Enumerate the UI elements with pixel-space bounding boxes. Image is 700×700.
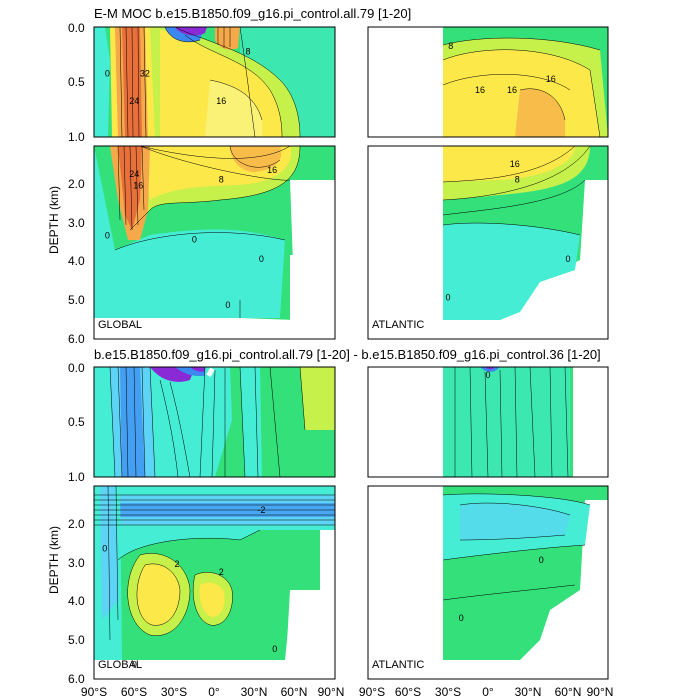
contour-label: 0	[102, 544, 107, 554]
contour-label: 0	[539, 555, 544, 565]
contour-label: 0	[225, 300, 230, 310]
tick-label-x: 90°N	[587, 685, 614, 699]
tick-label-y: 2.0	[68, 517, 85, 531]
tick-label-y: 0.5	[68, 415, 85, 429]
panel-label-atlantic: ATLANTIC	[372, 659, 424, 671]
panel-label-global: GLOBAL	[98, 659, 142, 671]
contour-label: -2	[257, 505, 265, 515]
global-upper-panel-top	[94, 27, 335, 137]
atlantic-lower-panel-top	[368, 146, 608, 339]
contour-label: 0	[272, 644, 277, 654]
contour-label: 0	[445, 292, 450, 302]
tick-label-y: 4.0	[68, 594, 85, 608]
tick-label-y: 0.0	[68, 21, 85, 35]
contour-label: 0	[459, 613, 464, 623]
contour-label: 16	[510, 159, 520, 169]
x-axis-global: 90°S 60°S 30°S 0° 30°N 60°N 90°N	[81, 685, 344, 699]
atlantic-upper-panel-top	[368, 27, 608, 137]
contour-label: 8	[219, 175, 224, 185]
contour-label: 0	[485, 370, 490, 380]
contour-label: 0	[105, 69, 110, 79]
global-lower-panel-bottom	[94, 486, 335, 679]
tick-label-x: 90°S	[81, 685, 107, 699]
tick-label-x: 60°N	[281, 685, 308, 699]
tick-label-y: 5.0	[68, 293, 85, 307]
global-lower-panel-top	[94, 146, 335, 339]
tick-label-y: 3.0	[68, 556, 85, 570]
contour-label: 8	[515, 175, 520, 185]
contour-label: 16	[546, 74, 556, 84]
contour-label: 0	[105, 231, 110, 241]
tick-label-x: 30°N	[515, 685, 542, 699]
atlantic-lower-panel-bottom	[368, 486, 608, 679]
global-lower-frame	[93, 145, 336, 340]
tick-label-y: 1.0	[68, 130, 85, 144]
tick-label-y: 1.0	[68, 470, 85, 484]
contour-label: 8	[245, 47, 250, 57]
top-title: E-M MOC b.e15.B1850.f09_g16.pi_control.a…	[94, 6, 411, 21]
x-axis-atlantic: 90°S 60°S 30°S 0° 30°N 60°N 90°N	[359, 685, 613, 699]
contour-label: 16	[507, 85, 517, 95]
contour-label: 16	[475, 85, 485, 95]
contour-label: 16	[133, 181, 143, 191]
contour-label: 16	[216, 96, 226, 106]
atlantic-upper-frame	[367, 26, 609, 138]
contour-label: 24	[129, 96, 139, 106]
tick-label-x: 60°S	[121, 685, 147, 699]
tick-label-x: 30°S	[435, 685, 461, 699]
tick-label-x: 90°N	[318, 685, 345, 699]
tick-label-x: 60°N	[555, 685, 582, 699]
contour-label: 0	[259, 254, 264, 264]
tick-label-x: 0°	[482, 685, 494, 699]
tick-label-y: 6.0	[68, 332, 85, 346]
tick-label-x: 30°N	[241, 685, 268, 699]
global-upper-frame-bottom	[93, 366, 336, 478]
atlantic-upper-frame-bottom	[367, 366, 609, 478]
panel-label-atlantic: ATLANTIC	[372, 319, 424, 331]
contour-label: 2	[174, 559, 179, 569]
atlantic-upper-panel-bottom	[368, 367, 608, 477]
tick-label-x: 60°S	[395, 685, 421, 699]
tick-label-y: 2.0	[68, 177, 85, 191]
tick-label-y: 3.0	[68, 216, 85, 230]
bottom-title: b.e15.B1850.f09_g16.pi_control.all.79 [1…	[94, 347, 601, 362]
contour-label: 32	[140, 69, 150, 79]
contour-label: 16	[267, 165, 277, 175]
panel-label-global: GLOBAL	[98, 319, 142, 331]
tick-label-y: 0.5	[68, 75, 85, 89]
global-lower-frame-bottom	[93, 485, 336, 680]
contour-labels: 32 24 16 8 16 8 24 16 0 0 0 0 0 8 16 16 16 16 8 0 0 -2 2 2 0 0 0 0 0…	[102, 41, 570, 669]
contour-label: 8	[448, 41, 453, 51]
tick-label-y: 4.0	[68, 254, 85, 268]
contour-label: 0	[565, 254, 570, 264]
atlantic-lower-frame	[367, 145, 609, 340]
contour-label: 2	[219, 567, 224, 577]
atlantic-lower-frame-bottom	[367, 485, 609, 680]
y-axis-top: 0.0 0.5 1.0 2.0 3.0 4.0 5.0 6.0 DEPTH (k…	[47, 21, 85, 346]
tick-label-x: 0°	[208, 685, 220, 699]
global-upper-panel-bottom	[94, 367, 335, 477]
contour-label: 24	[129, 169, 139, 179]
tick-label-x: 30°S	[161, 685, 187, 699]
contour-label: 0	[132, 659, 137, 669]
tick-label-y: 6.0	[68, 672, 85, 686]
tick-label-y: 5.0	[68, 633, 85, 647]
contour-label: 0	[192, 235, 197, 245]
y-axis-label: DEPTH (km)	[47, 186, 61, 254]
tick-label-x: 90°S	[359, 685, 385, 699]
tick-label-y: 0.0	[68, 361, 85, 375]
global-upper-frame	[93, 26, 336, 138]
y-axis-bottom: 0.0 0.5 1.0 2.0 3.0 4.0 5.0 6.0 DEPTH (k…	[47, 361, 85, 686]
y-axis-label: DEPTH (km)	[47, 526, 61, 594]
